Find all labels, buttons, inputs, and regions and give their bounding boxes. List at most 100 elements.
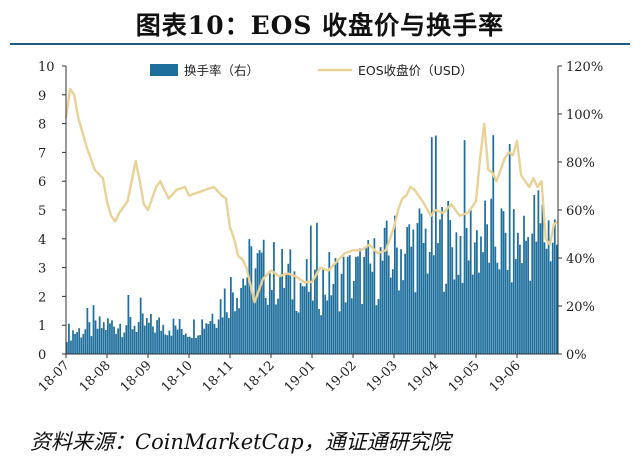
turnover-bar [447,200,450,354]
turnover-bar [350,298,353,354]
turnover-bar [418,208,421,354]
turnover-bar [260,252,263,354]
turnover-bar [424,228,427,354]
turnover-bar [109,323,111,354]
turnover-bar [342,256,345,354]
turnover-bar [506,270,509,354]
source-note: 资料来源：CoinMarketCap，通证通研究院 [30,430,451,454]
turnover-bar [432,255,435,354]
turnover-bar [133,325,136,354]
turnover-bar [371,271,374,354]
turnover-bar [547,220,550,354]
turnover-bar [90,336,93,354]
turnover-bar [285,272,288,354]
turnover-bar [439,219,441,354]
x-tick-label: 19-03 [364,358,401,395]
chart-title: 图表10：EOS 收盘价与换手率 [135,11,505,40]
turnover-bar [162,324,165,354]
x-tick-label: 19-05 [446,358,483,395]
turnover-bar [244,285,247,354]
right-tick-label: 100% [566,108,603,123]
turnover-bar [221,317,224,354]
turnover-bars [66,135,558,354]
turnover-bar [391,269,394,354]
right-tick-label: 120% [566,60,603,75]
turnover-bar [186,336,189,354]
turnover-bar [70,340,72,354]
turnover-bar [135,331,138,354]
turnover-bar [178,319,181,354]
turnover-bar [139,297,142,354]
turnover-bar [510,282,513,354]
turnover-bar [102,322,105,354]
turnover-bar [527,237,529,354]
turnover-bar [320,315,322,354]
turnover-bar [449,220,452,354]
turnover-bar [346,256,349,354]
turnover-bar [211,313,214,354]
turnover-bar [484,200,486,354]
turnover-bar [408,224,411,354]
turnover-bar [461,282,464,354]
turnover-bar [353,280,355,354]
turnover-bar [332,283,335,354]
turnover-bar [553,219,556,354]
turnover-bar [115,333,117,354]
turnover-bar [537,190,540,354]
turnover-bar [318,308,320,354]
turnover-bar [312,300,314,354]
turnover-bar [143,325,146,354]
turnover-bar [215,327,218,354]
turnover-bar [326,300,329,354]
turnover-bar [394,215,396,354]
turnover-bar [420,213,423,354]
turnover-bar [172,318,175,354]
turnover-bar [104,329,107,354]
turnover-bar [82,333,85,354]
turnover-bar [348,255,351,354]
turnover-bar [406,227,409,354]
turnover-bar [404,253,406,354]
turnover-bar [76,332,78,354]
turnover-bar [230,277,232,354]
turnover-bar [264,297,267,354]
turnover-bar [193,319,195,354]
turnover-bar [498,269,501,354]
turnover-bar [473,242,476,354]
turnover-bar [154,332,156,354]
turnover-bar [307,291,310,354]
turnover-bar [297,312,300,354]
turnover-bar [459,236,462,354]
turnover-bar [480,236,482,354]
turnover-bar [234,311,236,354]
turnover-bar [555,244,558,354]
turnover-bar [543,242,546,354]
turnover-bar [328,252,331,354]
turnover-bar [529,280,532,354]
turnover-bar [219,299,222,354]
turnover-bar [441,206,443,354]
turnover-bar [283,287,286,354]
turnover-bar [410,246,413,354]
turnover-bar [148,322,150,354]
turnover-bar [236,298,238,354]
right-tick-label: 60% [566,204,595,219]
turnover-bar [387,255,390,354]
turnover-bar [223,288,226,354]
turnover-bar [184,333,187,354]
left-tick-label: 6 [38,175,46,190]
turnover-bar [113,326,115,354]
turnover-bar [375,305,378,354]
turnover-bar [478,272,480,354]
turnover-bar [129,316,132,354]
turnover-bar [100,328,103,354]
turnover-bar [275,304,277,354]
turnover-bar [377,299,380,354]
turnover-bar [111,320,113,354]
turnover-bar [299,282,302,354]
turnover-bar [379,247,382,354]
turnover-bar [416,223,419,354]
turnover-bar [174,325,177,354]
x-tick-label: 18-09 [118,358,155,395]
